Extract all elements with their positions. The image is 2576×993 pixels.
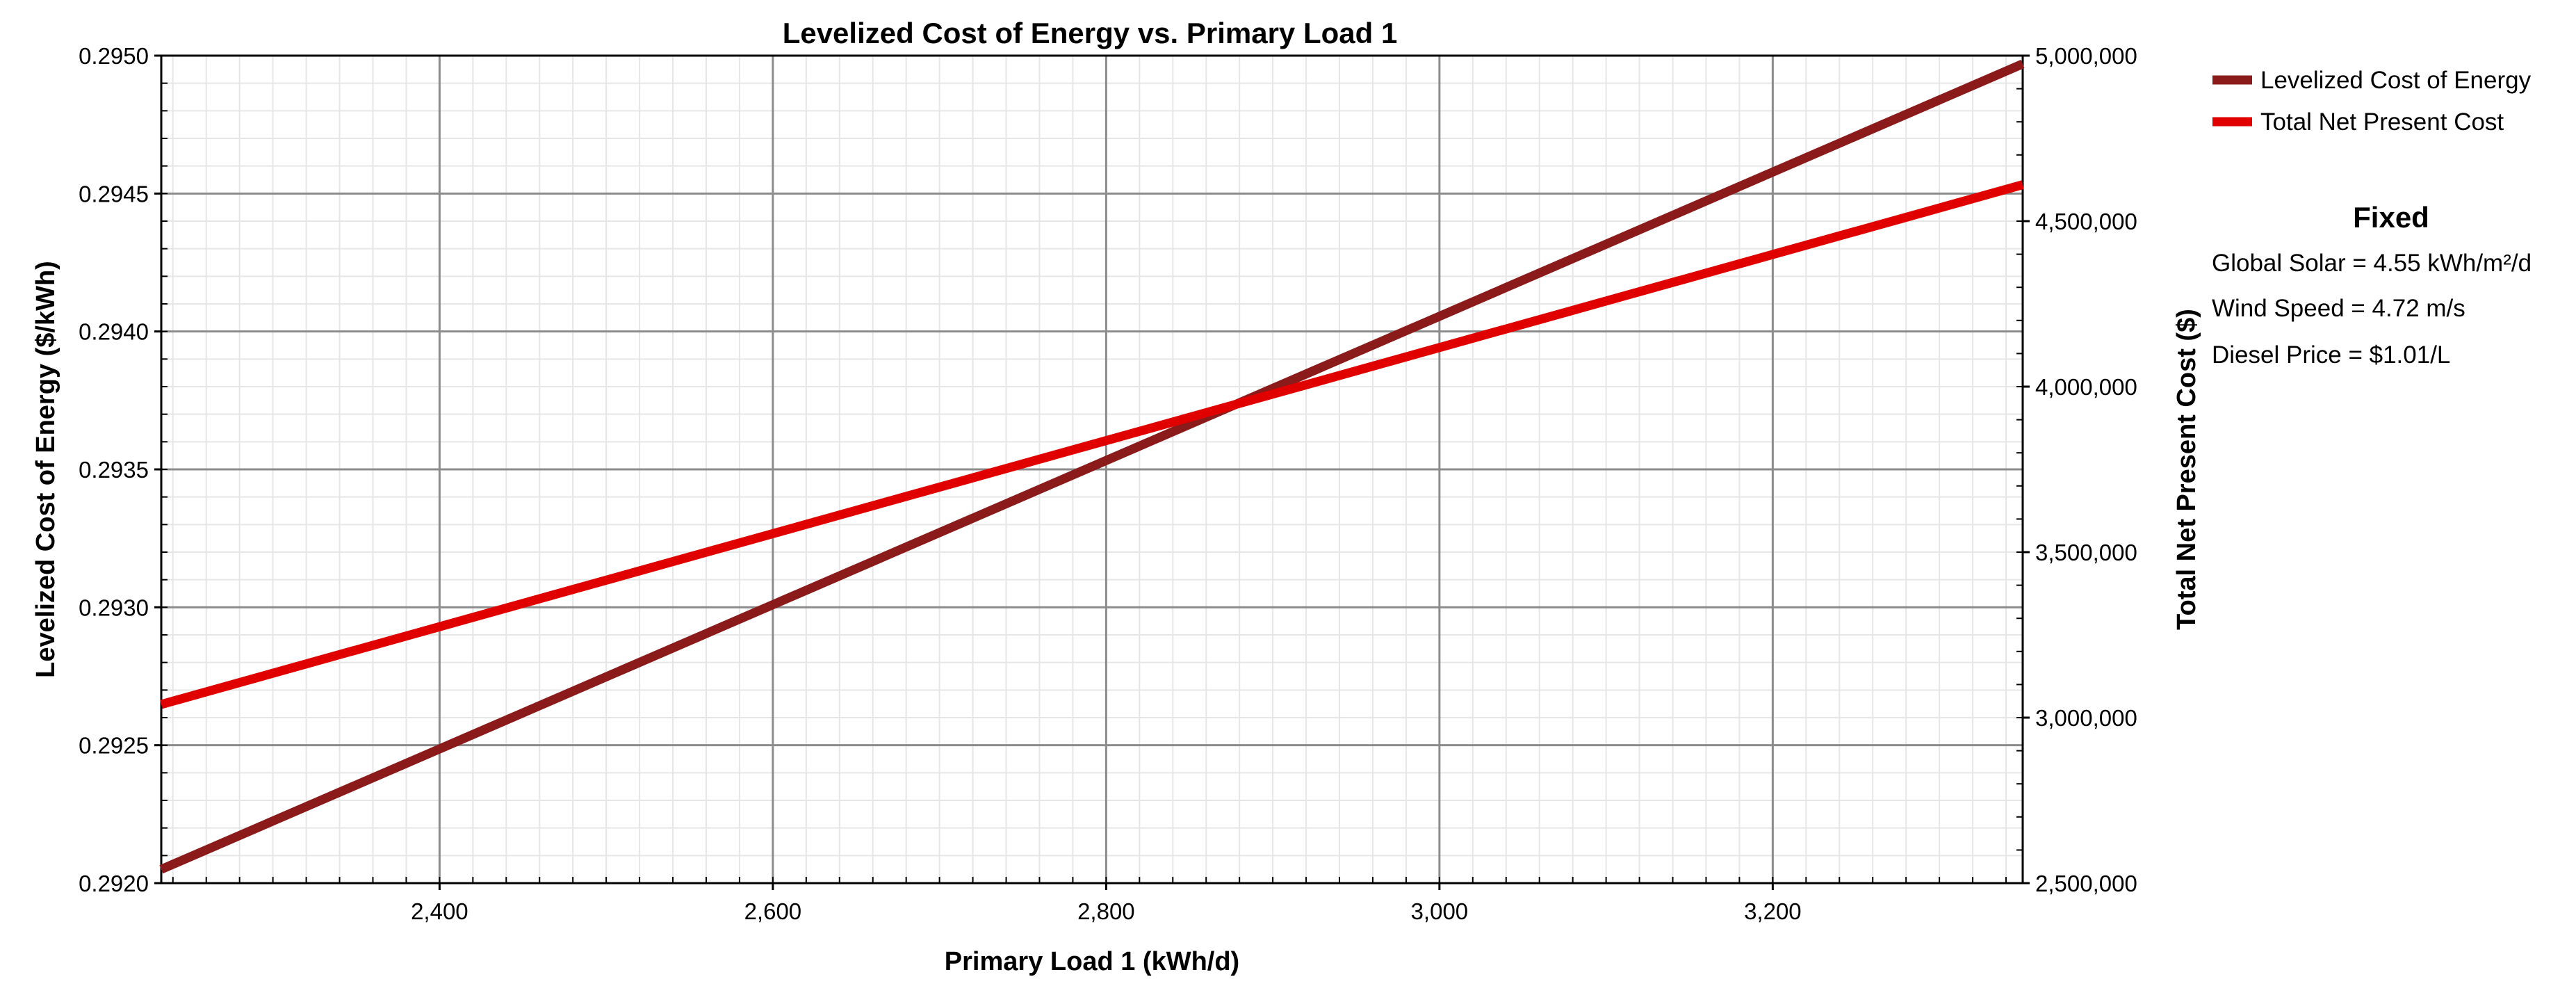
series-layer — [159, 59, 2025, 874]
y-right-tick-label: 3,000,000 — [2035, 705, 2137, 731]
fixed-title: Fixed — [2353, 201, 2429, 234]
y-axis-right-label: Total Net Present Cost ($) — [2172, 309, 2201, 630]
tick-marks — [154, 54, 2030, 890]
y-left-tick-label: 0.2925 — [79, 733, 149, 759]
fixed-diesel-price: Diesel Price = $1.01/L — [2212, 341, 2450, 369]
y-right-tick-label: 4,000,000 — [2035, 374, 2137, 400]
legend: Levelized Cost of Energy Total Net Prese… — [2212, 67, 2532, 136]
fixed-values-box: Fixed Global Solar = 4.55 kWh/m²/d Wind … — [2212, 201, 2532, 369]
series-line-npc — [160, 180, 2024, 709]
x-tick-label: 3,000 — [1411, 898, 1469, 924]
y-left-tick-label: 0.2950 — [79, 43, 149, 69]
y-left-tick-label: 0.2935 — [79, 457, 149, 483]
x-tick-label: 2,600 — [744, 898, 802, 924]
legend-label-npc: Total Net Present Cost — [2260, 108, 2504, 136]
x-tick-label: 2,800 — [1077, 898, 1135, 924]
fixed-global-solar: Global Solar = 4.55 kWh/m²/d — [2212, 250, 2532, 277]
x-axis-label: Primary Load 1 (kWh/d) — [945, 947, 1239, 976]
x-tick-label: 3,200 — [1744, 898, 1802, 924]
y-left-tick-label: 0.2940 — [79, 319, 149, 345]
chart-title: Levelized Cost of Energy vs. Primary Loa… — [783, 17, 1398, 49]
tick-labels: 2,400 2,600 2,800 3,000 3,200 0.2920 0.2925 0.2… — [79, 43, 2137, 924]
y-axis-left-label: Levelized Cost of Energy ($/kWh) — [31, 261, 60, 678]
series-line-lcoe — [159, 59, 2025, 874]
y-right-tick-label: 5,000,000 — [2035, 43, 2137, 69]
y-right-tick-label: 4,500,000 — [2035, 209, 2137, 234]
x-tick-label: 2,400 — [411, 898, 468, 924]
y-left-tick-label: 0.2930 — [79, 595, 149, 620]
y-right-tick-label: 2,500,000 — [2035, 871, 2137, 896]
y-right-tick-label: 3,500,000 — [2035, 540, 2137, 565]
y-left-tick-label: 0.2920 — [79, 871, 149, 896]
y-left-tick-label: 0.2945 — [79, 181, 149, 207]
fixed-wind-speed: Wind Speed = 4.72 m/s — [2212, 295, 2465, 322]
legend-label-lcoe: Levelized Cost of Energy — [2260, 67, 2532, 94]
